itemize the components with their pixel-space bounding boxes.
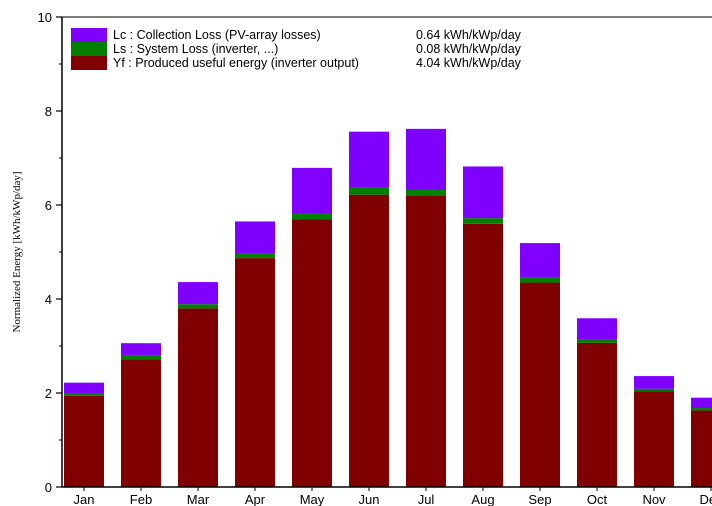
x-tick-label-mar: Mar: [187, 492, 210, 506]
bar-collection-loss-jun: [349, 131, 389, 188]
legend-label-collection-loss: Lc : Collection Loss (PV-array losses): [113, 28, 321, 42]
legend-value-produced-energy: 4.04 kWh/kWp/day: [416, 56, 522, 70]
bar-produced-energy-mar: [178, 308, 218, 487]
legend-label-system-loss: Ls : System Loss (inverter, ...): [113, 42, 278, 56]
bar-collection-loss-mar: [178, 282, 218, 305]
legend-swatch-collection-loss: [71, 28, 107, 42]
bar-system-loss-mar: [178, 304, 218, 309]
bar-system-loss-dec: [691, 408, 712, 411]
bar-system-loss-jan: [64, 393, 104, 396]
bar-produced-energy-jan: [64, 395, 104, 487]
x-tick-label-feb: Feb: [130, 492, 152, 506]
bar-collection-loss-jul: [406, 128, 446, 190]
x-tick-label-nov: Nov: [642, 492, 666, 506]
bar-system-loss-oct: [577, 339, 617, 343]
bar-system-loss-nov: [634, 388, 674, 392]
bar-system-loss-jul: [406, 189, 446, 196]
bar-system-loss-aug: [463, 218, 503, 224]
y-tick-label-2: 2: [45, 386, 52, 401]
bar-collection-loss-may: [292, 167, 332, 214]
legend-value-system-loss: 0.08 kWh/kWp/day: [416, 42, 522, 56]
bar-system-loss-feb: [121, 355, 161, 360]
y-axis-label: Normalized Energy [kWh/kWp/day]: [11, 171, 23, 332]
y-tick-label-4: 4: [45, 292, 52, 307]
bar-produced-energy-jul: [406, 195, 446, 487]
bar-produced-energy-oct: [577, 342, 617, 487]
x-ticks-group: Jan Feb Mar Apr May Jun Jul Aug Sep Oct Nov Dec: [74, 487, 712, 506]
bar-system-loss-jun: [349, 187, 389, 195]
y-ticks-group: 0 2 4 6 8 10: [38, 10, 62, 495]
legend-swatch-system-loss: [71, 42, 107, 56]
x-tick-label-dec: Dec: [699, 492, 712, 506]
y-tick-label-6: 6: [45, 198, 52, 213]
bar-collection-loss-apr: [235, 221, 275, 254]
bar-collection-loss-sep: [520, 243, 560, 278]
y-tick-label-8: 8: [45, 104, 52, 119]
x-tick-label-aug: Aug: [471, 492, 494, 506]
bar-system-loss-may: [292, 213, 332, 220]
legend: Lc : Collection Loss (PV-array losses) 0.…: [71, 28, 522, 70]
x-tick-label-apr: Apr: [245, 492, 266, 506]
y-tick-label-0: 0: [45, 480, 52, 495]
bar-system-loss-apr: [235, 253, 275, 259]
bars-group: [64, 128, 712, 488]
legend-label-produced-energy: Yf : Produced useful energy (inverter ou…: [113, 56, 359, 70]
bar-collection-loss-aug: [463, 166, 503, 219]
bar-produced-energy-feb: [121, 359, 161, 487]
x-tick-label-sep: Sep: [528, 492, 551, 506]
bar-collection-loss-nov: [634, 376, 674, 389]
legend-swatch-produced-energy: [71, 56, 107, 70]
bar-produced-energy-sep: [520, 282, 560, 487]
x-tick-label-jan: Jan: [74, 492, 95, 506]
bar-collection-loss-dec: [691, 397, 712, 409]
bar-collection-loss-oct: [577, 318, 617, 340]
bar-collection-loss-jan: [64, 382, 104, 394]
x-tick-label-jun: Jun: [359, 492, 380, 506]
x-tick-label-may: May: [300, 492, 325, 506]
bar-produced-energy-dec: [691, 410, 712, 487]
x-tick-label-jul: Jul: [418, 492, 435, 506]
bar-produced-energy-nov: [634, 391, 674, 487]
bar-produced-energy-apr: [235, 258, 275, 487]
legend-value-collection-loss: 0.64 kWh/kWp/day: [416, 28, 522, 42]
bar-produced-energy-jun: [349, 194, 389, 487]
bar-collection-loss-feb: [121, 343, 161, 356]
bar-produced-energy-may: [292, 219, 332, 487]
y-tick-label-10: 10: [38, 10, 52, 25]
bar-system-loss-sep: [520, 277, 560, 283]
bar-produced-energy-aug: [463, 223, 503, 488]
x-tick-label-oct: Oct: [587, 492, 608, 506]
